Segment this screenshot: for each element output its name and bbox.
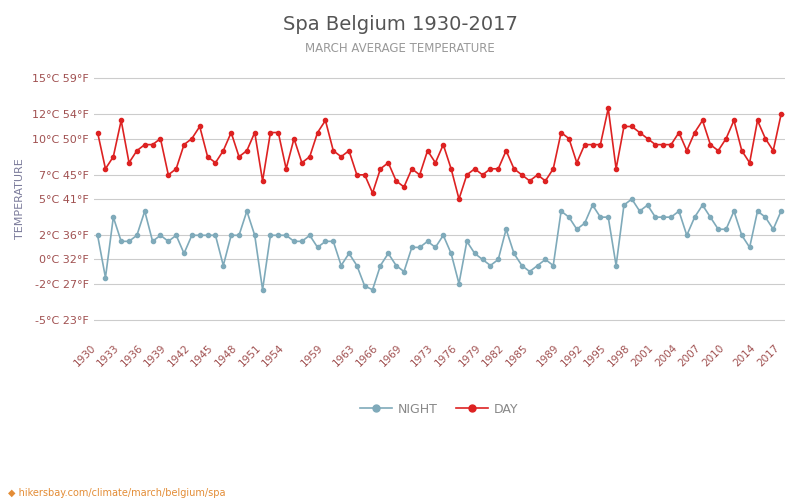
Text: Spa Belgium 1930-2017: Spa Belgium 1930-2017 <box>282 15 518 34</box>
Text: MARCH AVERAGE TEMPERATURE: MARCH AVERAGE TEMPERATURE <box>305 42 495 56</box>
Text: ◆ hikersbay.com/climate/march/belgium/spa: ◆ hikersbay.com/climate/march/belgium/sp… <box>8 488 226 498</box>
Y-axis label: TEMPERATURE: TEMPERATURE <box>15 158 25 240</box>
Legend: NIGHT, DAY: NIGHT, DAY <box>355 398 523 421</box>
